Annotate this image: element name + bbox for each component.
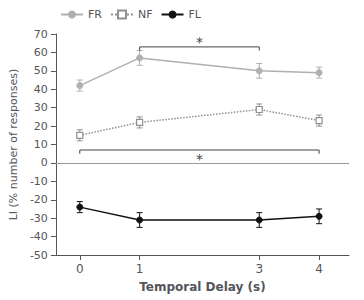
svg-text:-40: -40 bbox=[30, 230, 48, 243]
svg-text:40: 40 bbox=[34, 83, 48, 96]
svg-text:FR: FR bbox=[88, 8, 102, 21]
svg-text:-30: -30 bbox=[30, 212, 48, 225]
svg-text:70: 70 bbox=[34, 28, 48, 41]
svg-text:*: * bbox=[196, 151, 203, 167]
svg-text:10: 10 bbox=[34, 138, 48, 151]
svg-text:*: * bbox=[196, 34, 203, 50]
svg-text:20: 20 bbox=[34, 120, 48, 133]
svg-text:-10: -10 bbox=[30, 175, 48, 188]
svg-text:3: 3 bbox=[255, 262, 263, 276]
svg-text:-20: -20 bbox=[30, 193, 48, 206]
svg-text:30: 30 bbox=[34, 101, 48, 114]
svg-text:LI (% number of responses): LI (% number of responses) bbox=[7, 69, 20, 221]
svg-text:60: 60 bbox=[34, 46, 48, 59]
svg-text:0: 0 bbox=[41, 156, 48, 169]
svg-text:FL: FL bbox=[189, 8, 202, 21]
svg-text:4: 4 bbox=[315, 262, 323, 276]
svg-text:50: 50 bbox=[34, 64, 48, 77]
svg-text:NF: NF bbox=[138, 8, 153, 21]
svg-text:1: 1 bbox=[136, 262, 144, 276]
svg-text:Temporal Delay (s): Temporal Delay (s) bbox=[139, 280, 265, 294]
svg-text:-50: -50 bbox=[30, 249, 48, 262]
svg-text:0: 0 bbox=[76, 262, 84, 276]
